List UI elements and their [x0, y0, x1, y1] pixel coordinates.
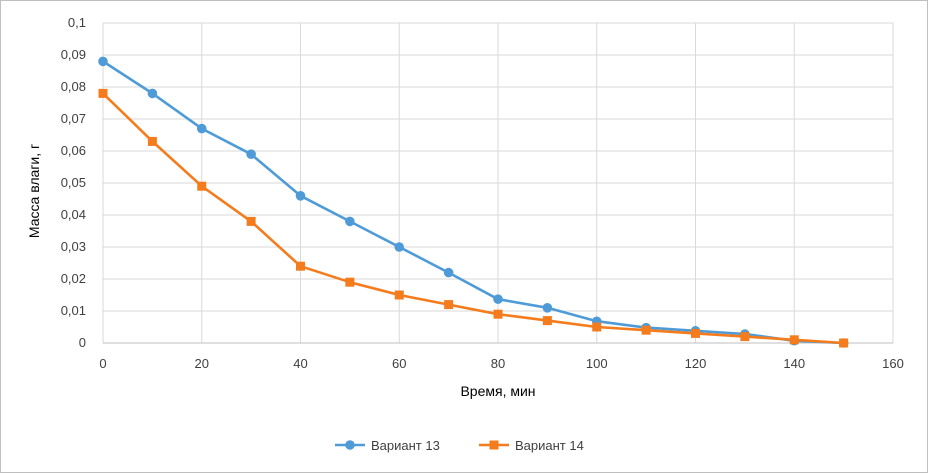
tick-labels: 0 0,01 0,02 0,03 0,04 0,05 0,06 0,07 0,08 0,09 0,1… [61, 15, 904, 371]
x-tick-label: 100 [586, 356, 608, 371]
series-line [102, 92, 844, 345]
data-point [542, 303, 553, 313]
y-tick-label: 0,07 [61, 111, 86, 126]
series-line [102, 60, 844, 345]
x-tick-label: 120 [685, 356, 707, 371]
data-point [592, 322, 602, 332]
x-tick-label: 160 [882, 356, 904, 371]
data-point [641, 325, 651, 335]
data-point [147, 88, 158, 99]
data-point [740, 332, 750, 342]
x-tick-label: 0 [99, 356, 106, 371]
y-tick-label: 0,01 [61, 303, 86, 318]
data-point [196, 123, 207, 134]
y-axis-title: Масса влаги, г [26, 144, 42, 238]
y-tick-label: 0,09 [61, 47, 86, 62]
y-tick-label: 0,08 [61, 79, 86, 94]
data-point [839, 338, 849, 348]
data-point [789, 335, 799, 345]
data-point [246, 216, 256, 226]
data-point [444, 300, 454, 310]
data-point [394, 290, 404, 300]
x-tick-label: 140 [783, 356, 805, 371]
y-tick-label: 0,04 [61, 207, 86, 222]
legend-item: Вариант 13 [335, 438, 440, 453]
x-axis-title: Время, мин [460, 383, 535, 399]
y-tick-label: 0,03 [61, 239, 86, 254]
y-tick-label: 0,1 [68, 15, 86, 30]
legend-marker [489, 440, 499, 450]
data-point [295, 191, 306, 201]
legend-label: Вариант 13 [371, 438, 440, 453]
data-point [345, 216, 355, 227]
data-point [345, 277, 355, 287]
x-tick-label: 20 [195, 356, 209, 371]
legend-marker [345, 440, 355, 450]
data-point [246, 149, 256, 159]
legend-label: Вариант 14 [515, 438, 584, 453]
series-1 [98, 56, 849, 348]
y-tick-label: 0,05 [61, 175, 86, 190]
series-layer [98, 56, 849, 348]
data-point [493, 294, 503, 304]
data-point [443, 267, 454, 278]
x-tick-label: 80 [491, 356, 505, 371]
data-point [542, 316, 552, 326]
y-tick-label: 0,06 [61, 143, 86, 158]
data-point [691, 328, 700, 338]
data-point [493, 309, 503, 319]
x-tick-label: 60 [392, 356, 406, 371]
data-point [197, 181, 207, 191]
data-point [394, 242, 405, 252]
x-tick-label: 40 [293, 356, 307, 371]
legend-item: Вариант 14 [479, 438, 584, 453]
data-point [296, 261, 305, 271]
data-point [98, 88, 108, 98]
y-tick-label: 0 [79, 335, 86, 350]
data-point [147, 136, 157, 146]
y-tick-label: 0,02 [61, 271, 86, 286]
data-point [98, 56, 108, 67]
legend: Вариант 13 Вариант 14 [335, 438, 584, 453]
series-2 [98, 88, 849, 348]
